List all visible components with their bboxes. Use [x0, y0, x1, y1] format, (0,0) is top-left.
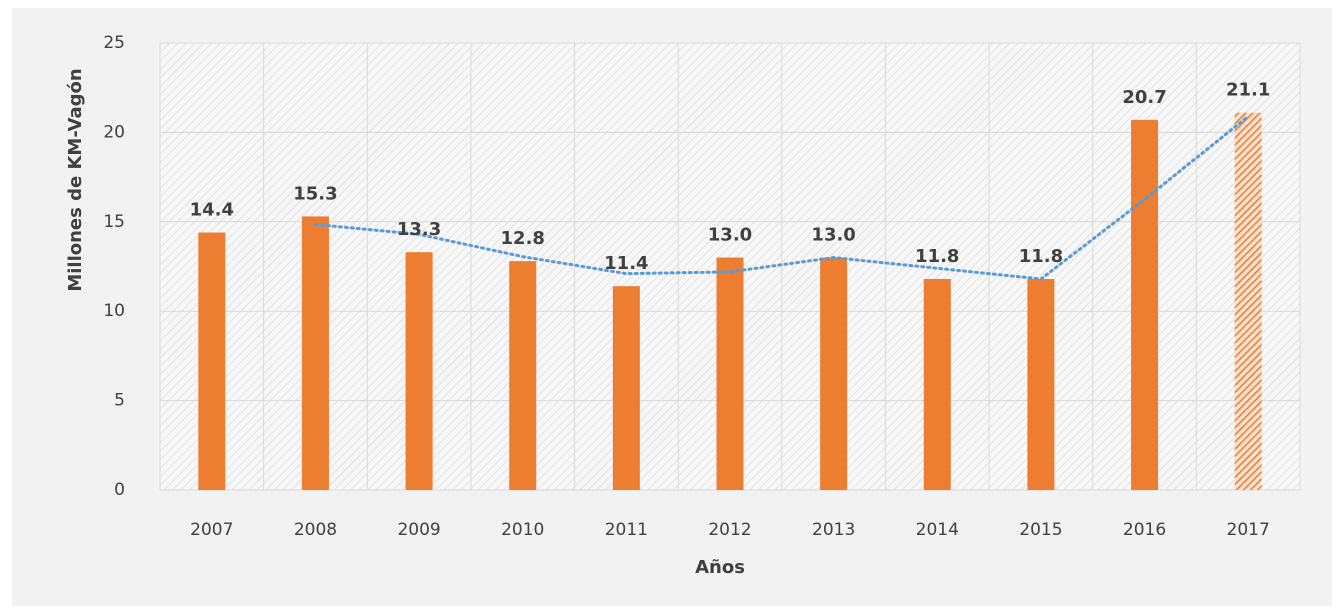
data-label: 11.4: [604, 253, 648, 274]
bar: [1131, 119, 1159, 490]
y-axis-label: Millones de KM-Vagón: [65, 68, 86, 291]
bar: [716, 257, 744, 490]
x-tick-label: 2015: [1019, 520, 1062, 540]
bar: [509, 261, 537, 490]
x-tick-label: 2007: [190, 520, 233, 540]
trendline: [313, 114, 1250, 281]
x-tick-label: 2013: [812, 520, 855, 540]
x-tick-label: 2017: [1227, 520, 1270, 540]
y-tick-label: 5: [114, 391, 125, 411]
y-tick-label: 10: [103, 301, 125, 321]
bar: [820, 257, 848, 490]
x-tick-label: 2014: [916, 520, 959, 540]
bar: [612, 286, 640, 490]
y-tick-label: 0: [114, 480, 125, 500]
data-label: 13.0: [708, 225, 752, 246]
data-label: 11.8: [1019, 246, 1063, 267]
bar: [1234, 112, 1262, 491]
data-label: 11.8: [915, 246, 959, 267]
x-axis-label: Años: [695, 557, 745, 578]
x-tick-label: 2016: [1123, 520, 1166, 540]
bar: [301, 216, 329, 490]
x-tick-label: 2009: [397, 520, 440, 540]
bar: [198, 232, 226, 490]
data-label: 20.7: [1122, 87, 1166, 108]
bar: [1027, 279, 1055, 490]
y-tick-label: 20: [103, 122, 125, 142]
y-tick-label: 15: [103, 212, 125, 232]
data-label: 15.3: [293, 183, 337, 204]
data-label: 13.3: [397, 219, 441, 240]
bar: [405, 252, 433, 490]
bar: [923, 279, 951, 490]
y-tick-label: 25: [103, 33, 125, 53]
x-tick-label: 2010: [501, 520, 544, 540]
data-label: 14.4: [190, 200, 234, 221]
x-tick-label: 2012: [708, 520, 751, 540]
x-tick-label: 2011: [605, 520, 648, 540]
x-tick-label: 2008: [294, 520, 337, 540]
data-label: 21.1: [1226, 80, 1270, 101]
data-label: 13.0: [811, 225, 855, 246]
data-label: 12.8: [501, 228, 545, 249]
